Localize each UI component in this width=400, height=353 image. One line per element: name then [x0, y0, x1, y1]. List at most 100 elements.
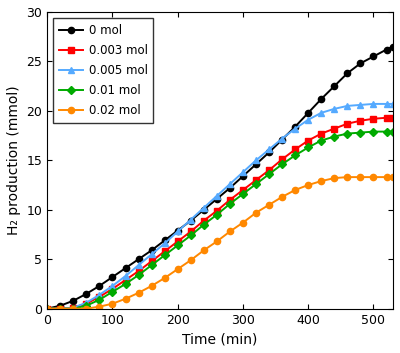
0.01 mol: [391, 130, 396, 134]
Line: 0.01 mol: 0.01 mol: [44, 129, 396, 311]
0.003 mol: [123, 278, 128, 282]
0.003 mol: [293, 147, 298, 151]
0.005 mol: [345, 104, 350, 108]
0.02 mol: [214, 239, 219, 244]
Line: 0.005 mol: 0.005 mol: [44, 101, 396, 312]
0 mol: [306, 111, 311, 115]
0.02 mol: [391, 175, 396, 179]
0.005 mol: [58, 306, 63, 311]
0.003 mol: [188, 229, 193, 234]
0.003 mol: [58, 306, 63, 311]
0 mol: [280, 137, 284, 142]
0 mol: [149, 248, 154, 252]
0.003 mol: [280, 157, 284, 161]
X-axis label: Time (min): Time (min): [182, 332, 258, 346]
0.01 mol: [345, 131, 350, 136]
0.01 mol: [58, 306, 63, 311]
0.003 mol: [202, 219, 206, 223]
0.003 mol: [97, 295, 102, 299]
0.01 mol: [175, 243, 180, 247]
0.02 mol: [332, 176, 337, 180]
0 mol: [202, 208, 206, 212]
0.005 mol: [214, 194, 219, 198]
0 mol: [319, 97, 324, 101]
0.005 mol: [228, 182, 232, 186]
0.01 mol: [384, 130, 389, 134]
0.01 mol: [162, 253, 167, 257]
0.005 mol: [149, 252, 154, 256]
0.02 mol: [280, 195, 284, 199]
0 mol: [384, 47, 389, 52]
0 mol: [123, 266, 128, 270]
0.01 mol: [188, 233, 193, 238]
0.02 mol: [384, 175, 389, 179]
0.01 mol: [371, 130, 376, 134]
0.003 mol: [306, 138, 311, 143]
0.02 mol: [136, 291, 141, 295]
0.003 mol: [240, 188, 245, 192]
0.01 mol: [84, 304, 89, 308]
0 mol: [71, 299, 76, 303]
0.01 mol: [293, 153, 298, 157]
0.005 mol: [110, 284, 115, 288]
0.003 mol: [345, 121, 350, 126]
0.005 mol: [240, 170, 245, 174]
0.01 mol: [71, 306, 76, 311]
0.01 mol: [240, 192, 245, 196]
0.01 mol: [202, 222, 206, 227]
0.005 mol: [45, 306, 50, 311]
0.003 mol: [162, 249, 167, 253]
0.02 mol: [319, 179, 324, 183]
0.01 mol: [97, 298, 102, 302]
0.02 mol: [240, 221, 245, 225]
0.005 mol: [175, 229, 180, 234]
0.003 mol: [319, 131, 324, 136]
0.003 mol: [45, 306, 50, 311]
0.02 mol: [306, 183, 311, 187]
0.005 mol: [84, 301, 89, 305]
0.005 mol: [358, 103, 363, 107]
0.01 mol: [149, 263, 154, 267]
0 mol: [371, 54, 376, 59]
0.003 mol: [384, 116, 389, 120]
0.003 mol: [149, 259, 154, 263]
0 mol: [345, 71, 350, 76]
0.005 mol: [319, 111, 324, 115]
0 mol: [97, 284, 102, 288]
0.005 mol: [267, 147, 272, 151]
0.005 mol: [202, 206, 206, 210]
0.01 mol: [306, 145, 311, 150]
0 mol: [110, 275, 115, 279]
0 mol: [162, 238, 167, 243]
0.01 mol: [123, 282, 128, 286]
0.005 mol: [371, 102, 376, 106]
0.005 mol: [188, 217, 193, 222]
Legend: 0 mol, 0.003 mol, 0.005 mol, 0.01 mol, 0.02 mol: 0 mol, 0.003 mol, 0.005 mol, 0.01 mol, 0…: [53, 18, 154, 123]
0.02 mol: [162, 276, 167, 280]
0.005 mol: [71, 306, 76, 310]
0.01 mol: [358, 131, 363, 135]
Y-axis label: H₂ production (mmol): H₂ production (mmol): [7, 85, 21, 235]
0.02 mol: [202, 248, 206, 252]
Line: 0.02 mol: 0.02 mol: [44, 174, 396, 312]
0.003 mol: [228, 198, 232, 202]
0 mol: [358, 61, 363, 66]
0.003 mol: [391, 116, 396, 120]
0.003 mol: [110, 287, 115, 291]
0.02 mol: [84, 306, 89, 311]
0.02 mol: [45, 306, 50, 311]
0 mol: [254, 162, 258, 166]
0.005 mol: [162, 241, 167, 245]
0.01 mol: [332, 134, 337, 139]
0 mol: [391, 44, 396, 49]
0.01 mol: [45, 306, 50, 311]
0 mol: [267, 150, 272, 155]
0.01 mol: [319, 138, 324, 143]
0.01 mol: [254, 182, 258, 186]
0.005 mol: [280, 136, 284, 140]
Line: 0.003 mol: 0.003 mol: [44, 115, 396, 312]
0.02 mol: [175, 267, 180, 271]
0.005 mol: [306, 118, 311, 122]
0 mol: [58, 304, 63, 308]
0 mol: [188, 219, 193, 223]
